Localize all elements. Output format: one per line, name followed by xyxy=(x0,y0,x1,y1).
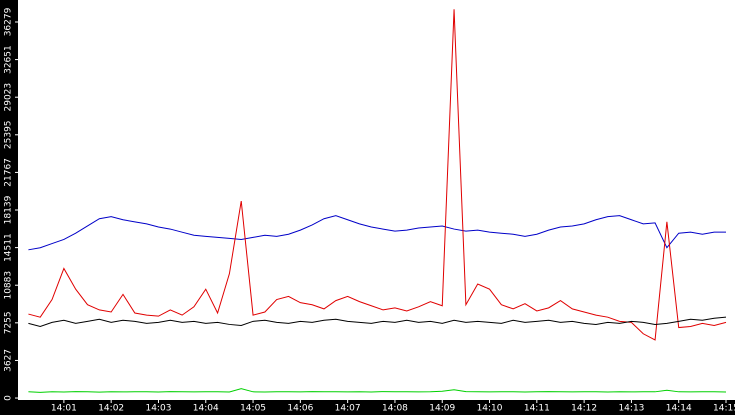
x-tick-label: 14:12 xyxy=(571,404,597,414)
y-tick-label: 29023 xyxy=(4,83,14,112)
x-tick-label: 14:02 xyxy=(98,404,124,414)
series-line xyxy=(28,316,727,328)
y-tick-label: 21767 xyxy=(4,158,14,187)
series-line xyxy=(28,9,727,341)
x-tick-label: 14:09 xyxy=(429,404,455,414)
y-tick-label: 36279 xyxy=(4,7,14,36)
series-line xyxy=(28,388,727,393)
x-tick-label: 14:06 xyxy=(287,404,313,414)
x-tick-label: 14:03 xyxy=(145,404,171,414)
x-tick-label: 14:11 xyxy=(524,404,550,414)
x-tick-label: 14:04 xyxy=(193,404,219,414)
x-tick-label: 14:01 xyxy=(51,404,77,414)
y-tick-label: 10883 xyxy=(4,271,14,300)
y-tick-label: 7255 xyxy=(4,311,14,334)
x-tick-label: 14:15 xyxy=(713,404,735,414)
x-tick-label: 14:07 xyxy=(335,404,361,414)
x-tick-label: 14:05 xyxy=(240,404,266,414)
x-tick-label: 14:14 xyxy=(666,404,692,414)
y-tick-label: 18139 xyxy=(4,195,14,224)
x-tick-label: 14:10 xyxy=(477,404,503,414)
y-tick-label: 14511 xyxy=(4,233,14,262)
y-tick-label: 25395 xyxy=(4,120,14,149)
x-tick-label: 14:13 xyxy=(618,404,644,414)
y-tick-label: 32651 xyxy=(4,45,14,74)
y-tick-label: 0 xyxy=(4,395,14,401)
series-line xyxy=(28,215,727,251)
plot-area xyxy=(28,9,727,393)
x-axis-band xyxy=(0,400,735,415)
x-tick-label: 14:08 xyxy=(382,404,408,414)
y-axis-band xyxy=(0,0,18,415)
y-tick-label: 3627 xyxy=(4,349,14,372)
